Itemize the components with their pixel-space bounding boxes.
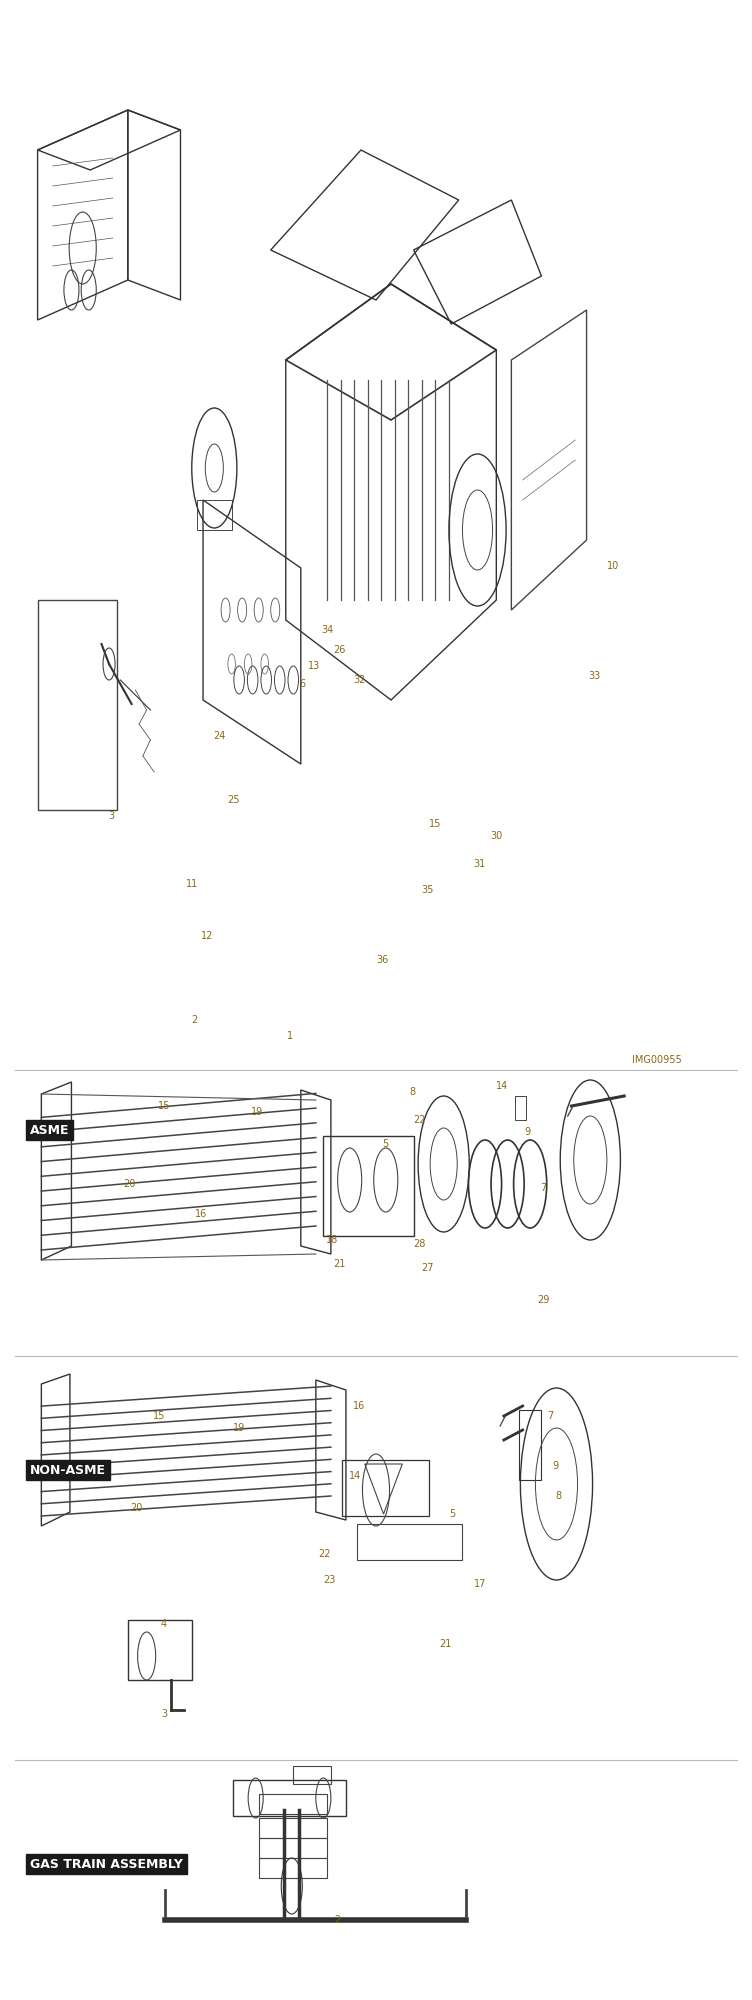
Text: 20: 20 — [131, 1504, 143, 1512]
Text: ASME: ASME — [30, 1124, 70, 1136]
Text: 8: 8 — [555, 1492, 561, 1500]
Text: 8: 8 — [409, 1088, 415, 1096]
Text: IMG00955: IMG00955 — [632, 1056, 681, 1064]
Text: 26: 26 — [334, 644, 346, 656]
Text: 36: 36 — [376, 956, 388, 966]
Text: 13: 13 — [308, 660, 320, 672]
Text: 14: 14 — [496, 1080, 508, 1092]
Text: 35: 35 — [421, 886, 433, 896]
Text: 12: 12 — [201, 932, 213, 942]
Text: 5: 5 — [382, 1138, 388, 1148]
Text: 28: 28 — [414, 1238, 426, 1248]
Text: 31: 31 — [474, 858, 486, 868]
Text: 22: 22 — [414, 1116, 426, 1124]
Text: NON-ASME: NON-ASME — [30, 1464, 106, 1476]
Text: 24: 24 — [214, 730, 226, 740]
Text: 27: 27 — [421, 1264, 433, 1274]
Text: 32: 32 — [353, 676, 365, 686]
Text: 15: 15 — [158, 1100, 170, 1112]
Text: 3: 3 — [108, 810, 114, 820]
Text: 21: 21 — [334, 1260, 346, 1270]
Text: 15: 15 — [153, 1412, 165, 1420]
Text: 22: 22 — [319, 1548, 331, 1560]
Text: 30: 30 — [490, 830, 502, 840]
Text: 29: 29 — [537, 1296, 549, 1304]
Text: 5: 5 — [450, 1508, 456, 1520]
Text: 19: 19 — [233, 1422, 245, 1432]
Text: 16: 16 — [196, 1208, 208, 1218]
Text: 33: 33 — [588, 672, 600, 682]
Text: 23: 23 — [323, 1576, 335, 1584]
Text: 6: 6 — [299, 680, 305, 690]
Text: 16: 16 — [353, 1400, 365, 1412]
Text: 4: 4 — [161, 1620, 167, 1628]
Text: 34: 34 — [321, 624, 333, 636]
Text: 14: 14 — [349, 1472, 361, 1480]
Text: 20: 20 — [123, 1178, 135, 1188]
Text: 15: 15 — [429, 818, 441, 828]
Text: 18: 18 — [326, 1234, 338, 1244]
Text: 19: 19 — [251, 1108, 263, 1116]
Text: 2: 2 — [334, 1916, 340, 1924]
Text: 2: 2 — [191, 1016, 197, 1024]
Text: 9: 9 — [525, 1126, 531, 1136]
Text: 3: 3 — [161, 1708, 167, 1718]
Text: 1: 1 — [287, 1032, 293, 1040]
Text: GAS TRAIN ASSEMBLY: GAS TRAIN ASSEMBLY — [30, 1858, 183, 1870]
Text: 10: 10 — [607, 560, 619, 570]
Text: 9: 9 — [552, 1460, 558, 1472]
Text: 17: 17 — [474, 1580, 486, 1588]
Text: 7: 7 — [540, 1182, 546, 1192]
Text: 21: 21 — [439, 1638, 451, 1648]
Text: 7: 7 — [547, 1412, 553, 1420]
Text: 25: 25 — [227, 794, 239, 804]
Text: 11: 11 — [186, 880, 198, 888]
